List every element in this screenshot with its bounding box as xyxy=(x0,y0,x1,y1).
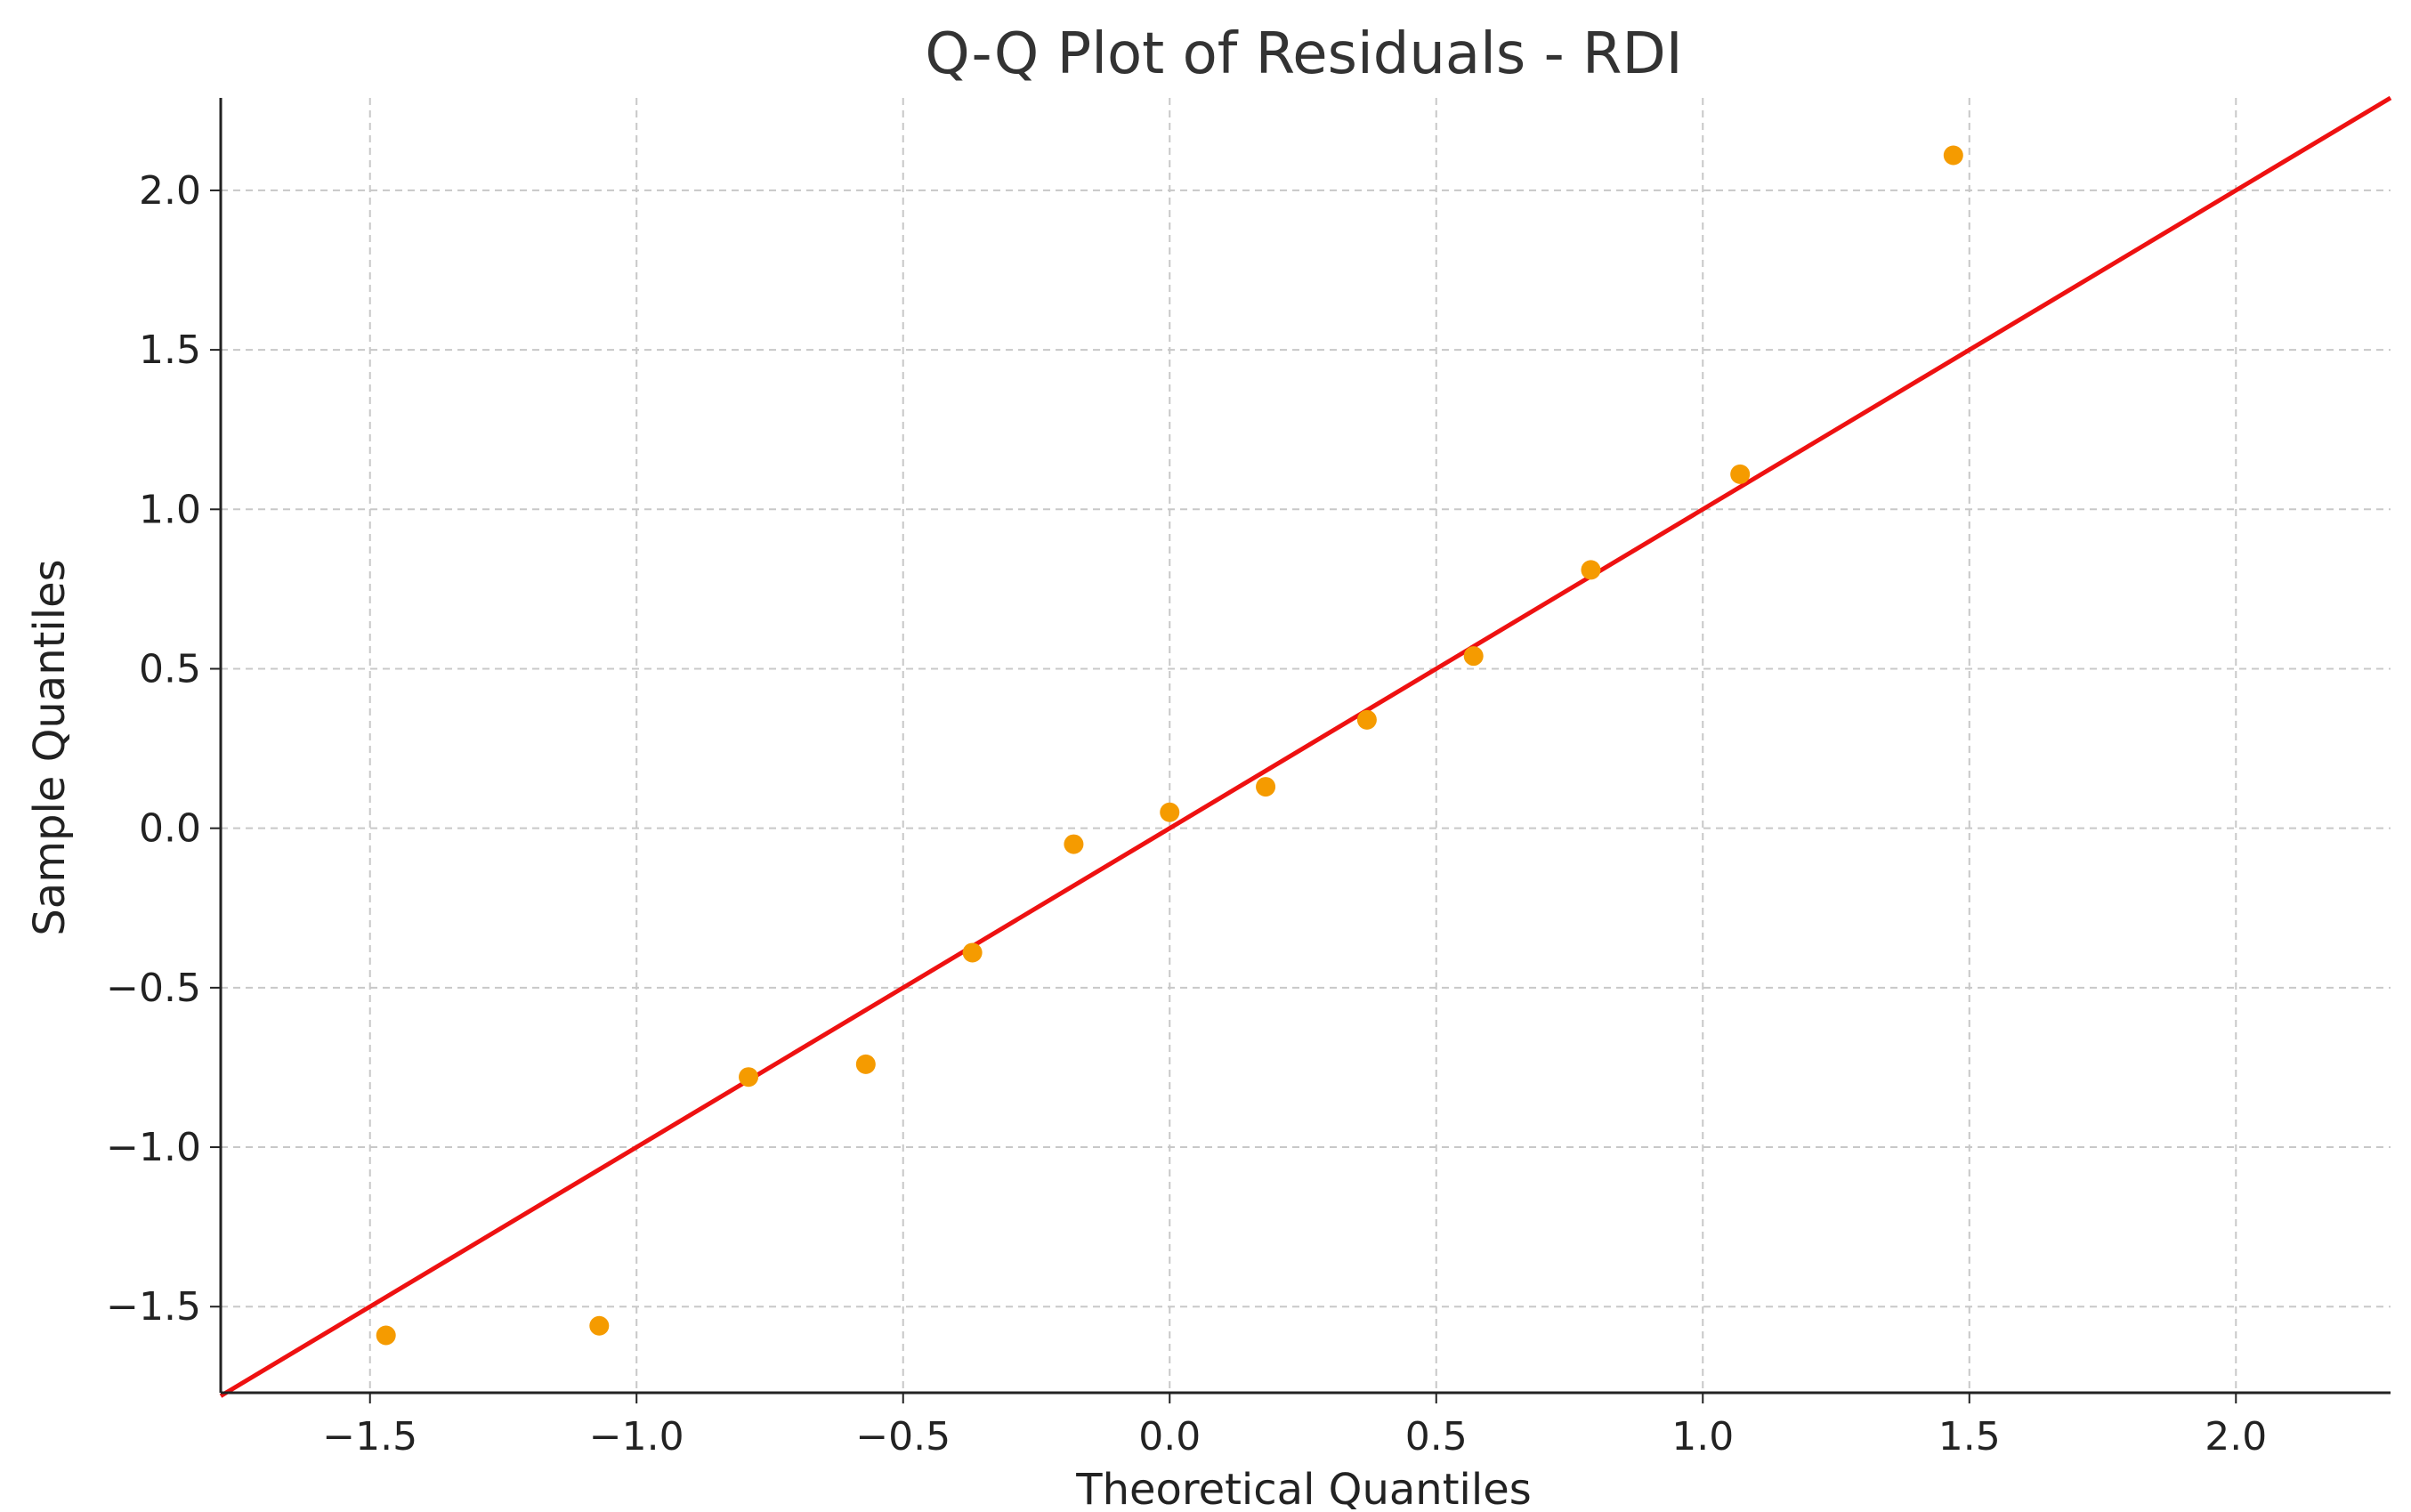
data-point xyxy=(589,1315,610,1336)
y-tick-label: 0.0 xyxy=(139,806,201,852)
y-ticks: −1.5 −1.0 −0.5 0.0 0.5 1.0 1.5 2.0 xyxy=(106,168,221,1330)
x-tick-label: −1.5 xyxy=(322,1414,417,1459)
y-tick-label: −0.5 xyxy=(106,966,201,1011)
x-tick-label: 0.5 xyxy=(1405,1414,1468,1459)
points-group xyxy=(376,145,1963,1346)
data-point xyxy=(376,1325,396,1346)
reference-line-group xyxy=(219,95,2392,1398)
data-point xyxy=(1160,802,1180,822)
y-tick-label: 0.5 xyxy=(139,646,201,691)
grid xyxy=(221,98,2391,1393)
x-tick-label: 1.5 xyxy=(1938,1414,2001,1459)
x-tick-label: −1.0 xyxy=(589,1414,684,1459)
x-tick-label: 2.0 xyxy=(2205,1414,2267,1459)
x-tick-label: −0.5 xyxy=(855,1414,951,1459)
axes xyxy=(219,98,2391,1395)
y-tick-label: 2.0 xyxy=(139,168,201,214)
data-point xyxy=(739,1067,759,1088)
x-axis-label: Theoretical Quantiles xyxy=(1075,1465,1531,1512)
data-point xyxy=(1943,145,1963,166)
y-axis-label: Sample Quantiles xyxy=(25,559,75,935)
data-point xyxy=(1356,709,1377,730)
y-tick-label: 1.0 xyxy=(139,487,201,532)
data-point xyxy=(1463,646,1484,667)
y-tick-label: −1.0 xyxy=(106,1125,201,1170)
data-point xyxy=(1730,464,1751,484)
x-tick-label: 1.0 xyxy=(1671,1414,1734,1459)
y-tick-label: 1.5 xyxy=(139,327,201,373)
data-point xyxy=(1581,560,1601,580)
x-tick-label: 0.0 xyxy=(1138,1414,1201,1459)
reference-line xyxy=(219,95,2392,1398)
data-point xyxy=(1064,834,1084,854)
chart-title: Q-Q Plot of Residuals - RDI xyxy=(925,21,1682,87)
x-ticks: −1.5 −1.0 −0.5 0.0 0.5 1.0 1.5 2.0 xyxy=(322,1393,2267,1459)
data-point xyxy=(962,942,983,963)
data-point xyxy=(1256,777,1276,797)
data-point xyxy=(855,1054,876,1074)
y-tick-label: −1.5 xyxy=(106,1284,201,1330)
